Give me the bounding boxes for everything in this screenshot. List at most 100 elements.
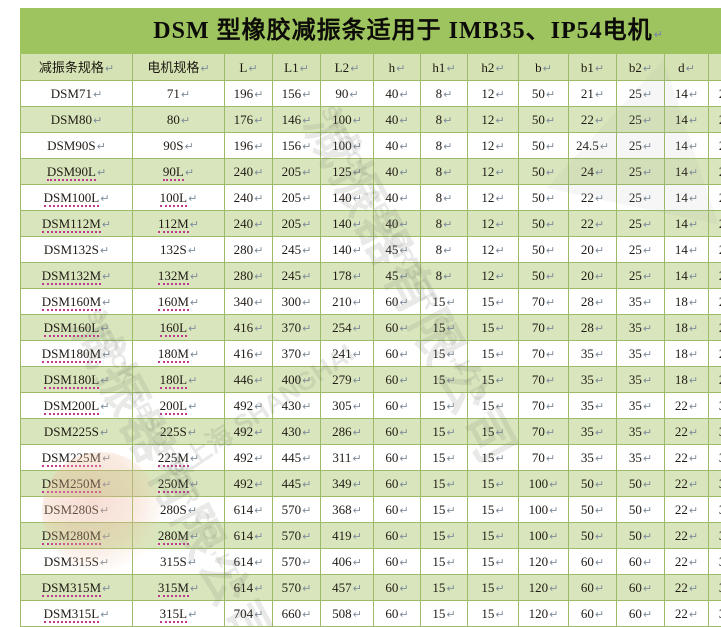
table-cell: 416↵ xyxy=(225,341,273,367)
spellcheck-underline: 100L xyxy=(160,190,187,207)
column-header-h1: h1↵ xyxy=(421,54,468,81)
paragraph-mark: ↵ xyxy=(399,218,408,231)
paragraph-mark: ↵ xyxy=(546,218,555,231)
table-cell: 40↵ xyxy=(374,133,421,159)
table-cell: 40↵ xyxy=(374,185,421,211)
table-cell: 370↵ xyxy=(273,341,321,367)
paragraph-mark: ↵ xyxy=(546,166,555,179)
table-cell: 15↵ xyxy=(421,575,468,601)
table-cell: 33↵ xyxy=(709,601,721,627)
table-cell: 20↵ xyxy=(709,211,721,237)
paragraph-mark: ↵ xyxy=(595,374,604,387)
table-cell: 35↵ xyxy=(617,393,665,419)
table-cell: 14↵ xyxy=(665,133,709,159)
table-cell: 120↵ xyxy=(519,549,569,575)
paragraph-mark: ↵ xyxy=(495,530,504,543)
table-cell: 22↵ xyxy=(665,549,709,575)
paragraph-mark: ↵ xyxy=(302,504,311,517)
table-cell: 15↵ xyxy=(468,367,519,393)
paragraph-mark: ↵ xyxy=(446,530,455,543)
paragraph-mark: ↵ xyxy=(190,270,199,283)
paragraph-mark: ↵ xyxy=(353,374,362,387)
paragraph-mark: ↵ xyxy=(546,400,555,413)
table-cell: 240↵ xyxy=(225,211,273,237)
spellcheck-underline: 200L xyxy=(160,398,187,415)
paragraph-mark: ↵ xyxy=(353,556,362,569)
paragraph-mark: ↵ xyxy=(302,140,311,153)
paragraph-mark: ↵ xyxy=(595,62,604,75)
table-cell: DSM71↵ xyxy=(21,81,133,107)
spellcheck-underline: 180M xyxy=(158,346,189,363)
table-row: DSM100L↵100L↵240↵205↵140↵40↵8↵12↵50↵22↵2… xyxy=(21,185,721,211)
table-cell: 15↵ xyxy=(421,471,468,497)
table-cell: DSM200L↵ xyxy=(21,393,133,419)
spellcheck-underline: 160M xyxy=(158,294,189,311)
paragraph-mark: ↵ xyxy=(181,88,190,101)
table-cell: 176↵ xyxy=(225,107,273,133)
paragraph-mark: ↵ xyxy=(100,556,109,569)
paragraph-mark: ↵ xyxy=(100,244,109,257)
table-cell: 15↵ xyxy=(421,393,468,419)
table-cell: 12↵ xyxy=(468,237,519,263)
table-cell: 100↵ xyxy=(519,523,569,549)
table-cell: 25↵ xyxy=(617,263,665,289)
paragraph-mark: ↵ xyxy=(353,400,362,413)
paragraph-mark: ↵ xyxy=(495,426,504,439)
table-cell: 35↵ xyxy=(617,419,665,445)
table-cell: 100L↵ xyxy=(133,185,225,211)
table-cell: 8↵ xyxy=(421,185,468,211)
table-cell: 311↵ xyxy=(321,445,374,471)
table-cell: 50↵ xyxy=(569,471,617,497)
paragraph-mark: ↵ xyxy=(353,114,362,127)
table-cell: 60↵ xyxy=(617,575,665,601)
table-cell: 8↵ xyxy=(421,133,468,159)
table-cell: 200L↵ xyxy=(133,393,225,419)
table-cell: 20↵ xyxy=(709,107,721,133)
paragraph-mark: ↵ xyxy=(399,88,408,101)
table-cell: DSM160M↵ xyxy=(21,289,133,315)
table-cell: 20↵ xyxy=(709,133,721,159)
table-cell: 20↵ xyxy=(709,237,721,263)
column-header-d: d↵ xyxy=(665,54,709,81)
paragraph-mark: ↵ xyxy=(546,192,555,205)
paragraph-mark: ↵ xyxy=(495,218,504,231)
paragraph-mark: ↵ xyxy=(643,582,652,595)
paragraph-mark: ↵ xyxy=(443,218,452,231)
table-cell: 45↵ xyxy=(374,237,421,263)
spellcheck-underline: DSM315M xyxy=(42,580,101,597)
paragraph-mark: ↵ xyxy=(188,400,197,413)
table-cell: 180M↵ xyxy=(133,341,225,367)
paragraph-mark: ↵ xyxy=(689,452,698,465)
table-cell: 26↵ xyxy=(709,315,721,341)
paragraph-mark: ↵ xyxy=(595,426,604,439)
table-cell: 22↵ xyxy=(665,393,709,419)
table-cell: 156↵ xyxy=(273,81,321,107)
paragraph-mark: ↵ xyxy=(353,244,362,257)
table-cell: 254↵ xyxy=(321,315,374,341)
table-cell: 196↵ xyxy=(225,81,273,107)
table-cell: 18↵ xyxy=(665,289,709,315)
table-cell: 614↵ xyxy=(225,575,273,601)
table-cell: 340↵ xyxy=(225,289,273,315)
table-row: DSM80↵80↵176↵146↵100↵40↵8↵12↵50↵22↵25↵14… xyxy=(21,107,721,133)
paragraph-mark: ↵ xyxy=(190,348,199,361)
spellcheck-underline: DSM315L xyxy=(44,606,100,623)
paragraph-mark: ↵ xyxy=(495,88,504,101)
table-cell: 660↵ xyxy=(273,601,321,627)
table-cell: 60↵ xyxy=(617,549,665,575)
paragraph-mark: ↵ xyxy=(254,348,263,361)
spellcheck-underline: DSM160M xyxy=(42,294,101,311)
paragraph-mark: ↵ xyxy=(446,322,455,335)
table-cell: 50↵ xyxy=(569,497,617,523)
table-cell: 26↵ xyxy=(709,341,721,367)
table-cell: 50↵ xyxy=(519,237,569,263)
table-row: DSM315M↵315M↵614↵570↵457↵60↵15↵15↵120↵60… xyxy=(21,575,721,601)
table-cell: 14↵ xyxy=(665,81,709,107)
paragraph-mark: ↵ xyxy=(643,374,652,387)
paragraph-mark: ↵ xyxy=(254,244,263,257)
paragraph-mark: ↵ xyxy=(689,140,698,153)
table-cell: 14↵ xyxy=(665,211,709,237)
table-cell: 15↵ xyxy=(421,341,468,367)
paragraph-mark: ↵ xyxy=(254,400,263,413)
paragraph-mark: ↵ xyxy=(188,322,197,335)
